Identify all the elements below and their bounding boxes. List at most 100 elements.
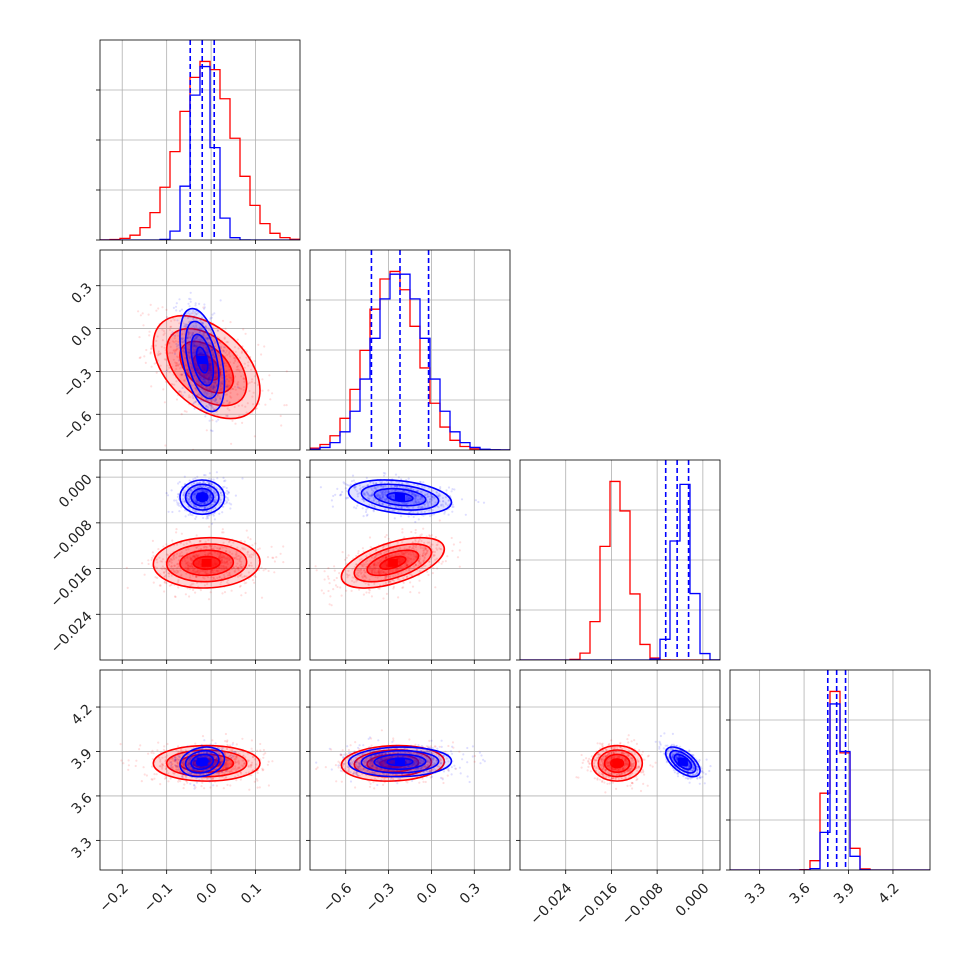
sample-point <box>173 564 176 567</box>
sample-point <box>400 506 403 510</box>
sample-point <box>214 361 217 365</box>
sample-point <box>173 369 176 372</box>
sample-point <box>194 499 197 502</box>
sample-point <box>372 509 375 512</box>
sample-point <box>193 341 197 344</box>
sample-point <box>345 556 348 559</box>
sample-point <box>198 571 201 574</box>
sample-point <box>212 354 215 357</box>
sample-point <box>193 488 196 491</box>
sample-point <box>194 742 197 745</box>
sample-point <box>236 368 239 371</box>
sample-point <box>208 363 211 366</box>
sample-point <box>208 552 211 555</box>
sample-point <box>203 381 206 384</box>
sample-point <box>373 570 376 573</box>
sample-point <box>208 525 211 528</box>
sample-point <box>203 332 206 335</box>
sample-point <box>192 509 195 512</box>
sample-point <box>208 472 211 475</box>
sample-point <box>384 489 387 492</box>
sample-point <box>197 553 200 557</box>
sample-point <box>191 564 194 567</box>
sample-point <box>193 555 196 558</box>
sample-point <box>430 556 433 559</box>
sample-point <box>206 399 209 402</box>
sample-point <box>208 368 211 371</box>
sample-point <box>158 756 161 759</box>
sample-point <box>373 504 376 507</box>
sample-point <box>200 329 203 332</box>
sample-point <box>222 349 225 352</box>
sample-point <box>139 314 142 317</box>
sample-point <box>420 505 423 508</box>
sample-point <box>366 559 369 563</box>
sample-point <box>208 544 211 548</box>
sample-point <box>421 554 424 558</box>
sample-point <box>414 555 418 558</box>
sample-point <box>388 490 391 493</box>
sample-point <box>340 594 343 597</box>
sample-point <box>417 501 421 504</box>
sample-point <box>177 562 180 565</box>
sample-point <box>397 476 400 479</box>
sample-point <box>410 558 413 561</box>
sample-point <box>222 787 225 790</box>
sample-point <box>195 377 198 380</box>
sample-point <box>373 563 376 566</box>
sample-point <box>159 352 162 355</box>
sample-point <box>206 393 209 396</box>
sample-point <box>234 375 237 378</box>
sample-point <box>254 575 257 579</box>
sample-point <box>353 506 356 509</box>
sample-point <box>204 375 207 378</box>
sample-point <box>218 554 221 557</box>
sample-point <box>384 556 387 560</box>
sample-point <box>412 558 415 561</box>
panel-content <box>310 250 510 450</box>
sample-point <box>256 548 260 551</box>
sample-point <box>208 362 211 365</box>
sample-point <box>177 579 180 582</box>
sample-point <box>223 575 226 579</box>
sample-point <box>210 552 213 555</box>
sample-point <box>169 325 173 328</box>
sample-point <box>239 778 242 781</box>
sample-point <box>247 536 250 539</box>
sample-point <box>190 333 193 337</box>
sample-point <box>206 336 209 340</box>
sample-point <box>163 571 166 575</box>
sample-point <box>226 758 229 761</box>
sample-point <box>225 546 228 549</box>
sample-point <box>175 349 178 352</box>
sample-point <box>227 491 230 494</box>
sample-point <box>409 591 412 594</box>
sample-point <box>156 561 159 564</box>
sample-point <box>138 336 141 339</box>
sample-point <box>386 498 389 501</box>
sample-point <box>216 371 219 374</box>
sample-point <box>213 501 216 504</box>
sample-point <box>375 482 378 485</box>
sample-point <box>348 574 351 577</box>
sample-point <box>202 502 205 505</box>
sample-point <box>439 486 442 489</box>
sample-point <box>208 419 211 422</box>
sample-point <box>229 784 232 787</box>
sample-point <box>420 490 423 493</box>
sample-point <box>378 561 381 565</box>
sample-point <box>387 580 390 583</box>
sample-point <box>208 491 211 495</box>
sample-point <box>163 567 166 570</box>
sample-point <box>230 769 233 772</box>
sample-point <box>381 496 384 499</box>
sample-point <box>367 498 370 501</box>
sample-point <box>398 579 401 582</box>
sample-point <box>379 490 382 494</box>
sample-point <box>381 496 384 499</box>
sample-point <box>192 773 196 776</box>
sample-point <box>165 370 168 373</box>
sample-point <box>236 767 239 770</box>
sample-point <box>222 573 226 577</box>
sample-point <box>159 760 162 763</box>
